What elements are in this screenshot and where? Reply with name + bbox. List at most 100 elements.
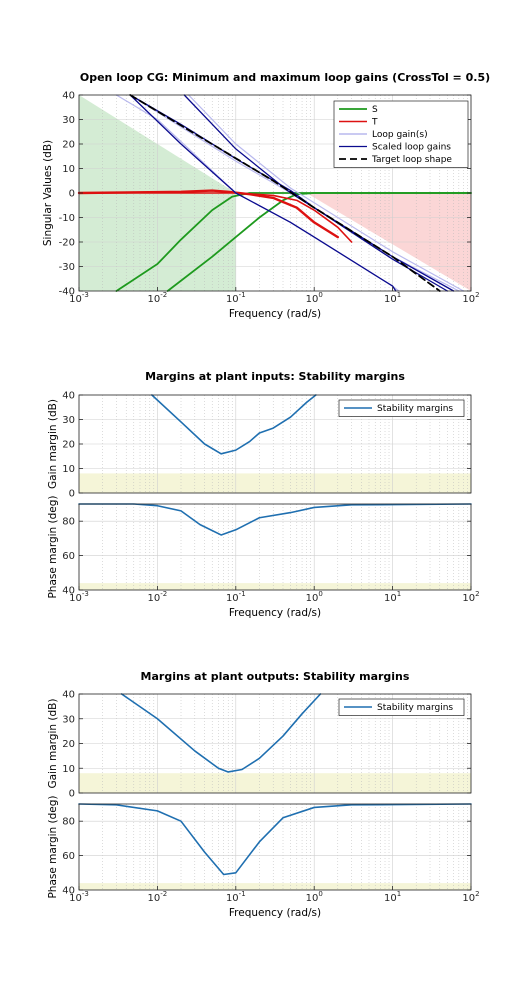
x-tick-label: 102 xyxy=(462,291,479,305)
margin-bound-band xyxy=(79,883,471,890)
x-tick-base: 10 xyxy=(306,893,319,904)
y-axis-label-phase: Phase margin (deg) xyxy=(47,495,59,598)
series-line xyxy=(151,394,317,455)
series-line xyxy=(129,94,441,292)
x-tick-label: 10-3 xyxy=(69,590,89,604)
y-tick-label: 0 xyxy=(69,789,75,800)
x-tick-label: 102 xyxy=(462,890,479,904)
legend-entry: Stability margins xyxy=(377,404,453,414)
y-tick-label: 10 xyxy=(62,764,75,775)
chart-title: Margins at plant inputs: Stability margi… xyxy=(145,370,405,383)
y-tick-label: -20 xyxy=(59,238,75,249)
y-tick-label: 20 xyxy=(62,440,75,451)
legend-entry: Scaled loop gains xyxy=(372,143,451,153)
y-tick-label: 40 xyxy=(62,886,75,897)
axes-box xyxy=(78,503,472,591)
x-tick-base: 10 xyxy=(226,893,239,904)
y-axis-label-phase: Phase margin (deg) xyxy=(47,795,59,898)
y-tick-label: 60 xyxy=(62,551,75,562)
x-tick-exponent: -3 xyxy=(82,890,89,898)
y-tick-label: 80 xyxy=(62,517,75,528)
y-tick-label: 0 xyxy=(69,489,75,500)
axes-box xyxy=(78,803,472,891)
y-axis-label-gain: Gain margin (dB) xyxy=(47,399,59,489)
x-tick-label: 10-3 xyxy=(69,291,89,305)
legend-entry: T xyxy=(371,118,378,128)
margin-bound-band xyxy=(79,583,471,590)
margin-bound-band xyxy=(79,473,471,493)
series-line xyxy=(166,192,472,292)
x-tick-label: 100 xyxy=(306,291,323,305)
x-tick-label: 10-2 xyxy=(148,890,168,904)
legend-box xyxy=(338,399,465,417)
x-tick-label: 10-2 xyxy=(148,590,168,604)
y-tick-label: 30 xyxy=(62,115,75,126)
x-tick-base: 10 xyxy=(148,593,161,604)
x-tick-base: 10 xyxy=(69,593,82,604)
y-tick-label: 60 xyxy=(62,851,75,862)
series-line xyxy=(129,94,397,292)
x-tick-exponent: -1 xyxy=(239,890,246,898)
chart-title: Open loop CG: Minimum and maximum loop g… xyxy=(80,71,490,84)
x-axis-label: Frequency (rad/s) xyxy=(229,607,321,619)
x-tick-base: 10 xyxy=(306,294,319,305)
x-tick-exponent: -2 xyxy=(160,890,167,898)
x-tick-label: 10-2 xyxy=(148,291,168,305)
x-tick-exponent: 2 xyxy=(475,291,479,299)
x-tick-label: 101 xyxy=(384,890,401,904)
x-tick-label: 101 xyxy=(384,590,401,604)
legend-entry: Loop gain(s) xyxy=(372,130,428,140)
x-tick-label: 100 xyxy=(306,890,323,904)
legend-entry: Stability margins xyxy=(377,703,453,713)
x-tick-base: 10 xyxy=(462,593,475,604)
y-tick-label: 40 xyxy=(62,586,75,597)
y-axis-label-gain: Gain margin (dB) xyxy=(47,699,59,789)
series-line xyxy=(78,803,472,876)
y-tick-label: 40 xyxy=(62,391,75,402)
plot-area xyxy=(79,504,471,590)
x-tick-base: 10 xyxy=(69,893,82,904)
legend-entry: S xyxy=(372,105,378,115)
x-tick-exponent: 2 xyxy=(475,890,479,898)
y-tick-label: 40 xyxy=(62,690,75,701)
x-axis-label: Frequency (rad/s) xyxy=(229,907,321,919)
x-tick-exponent: -3 xyxy=(82,590,89,598)
y-tick-label: 20 xyxy=(62,739,75,750)
x-tick-base: 10 xyxy=(462,893,475,904)
x-tick-base: 10 xyxy=(226,294,239,305)
x-tick-exponent: -1 xyxy=(239,291,246,299)
y-axis-label: Singular Values (dB) xyxy=(42,140,54,246)
x-tick-exponent: 0 xyxy=(318,590,322,598)
y-tick-label: 30 xyxy=(62,415,75,426)
x-tick-exponent: -1 xyxy=(239,590,246,598)
y-tick-label: 10 xyxy=(62,464,75,475)
y-tick-label: 40 xyxy=(62,91,75,102)
series-line xyxy=(78,503,472,536)
plot-area xyxy=(79,804,471,890)
x-tick-exponent: 1 xyxy=(397,590,401,598)
y-tick-label: 0 xyxy=(69,189,75,200)
x-tick-base: 10 xyxy=(306,593,319,604)
x-tick-exponent: 0 xyxy=(318,291,322,299)
x-tick-exponent: 2 xyxy=(475,590,479,598)
y-tick-label: 30 xyxy=(62,714,75,725)
legend-entry: Target loop shape xyxy=(371,155,452,165)
x-tick-base: 10 xyxy=(462,294,475,305)
x-tick-label: 10-1 xyxy=(226,590,246,604)
y-tick-label: -10 xyxy=(59,213,75,224)
chart-title: Margins at plant outputs: Stability marg… xyxy=(141,670,410,683)
x-tick-base: 10 xyxy=(69,294,82,305)
y-tick-label: 10 xyxy=(62,164,75,175)
margin-bound-band xyxy=(79,773,471,793)
x-axis-label: Frequency (rad/s) xyxy=(229,308,321,320)
series-line xyxy=(120,693,322,773)
x-tick-base: 10 xyxy=(226,593,239,604)
x-tick-exponent: 1 xyxy=(397,890,401,898)
series-line xyxy=(188,94,464,292)
x-tick-label: 10-1 xyxy=(226,890,246,904)
